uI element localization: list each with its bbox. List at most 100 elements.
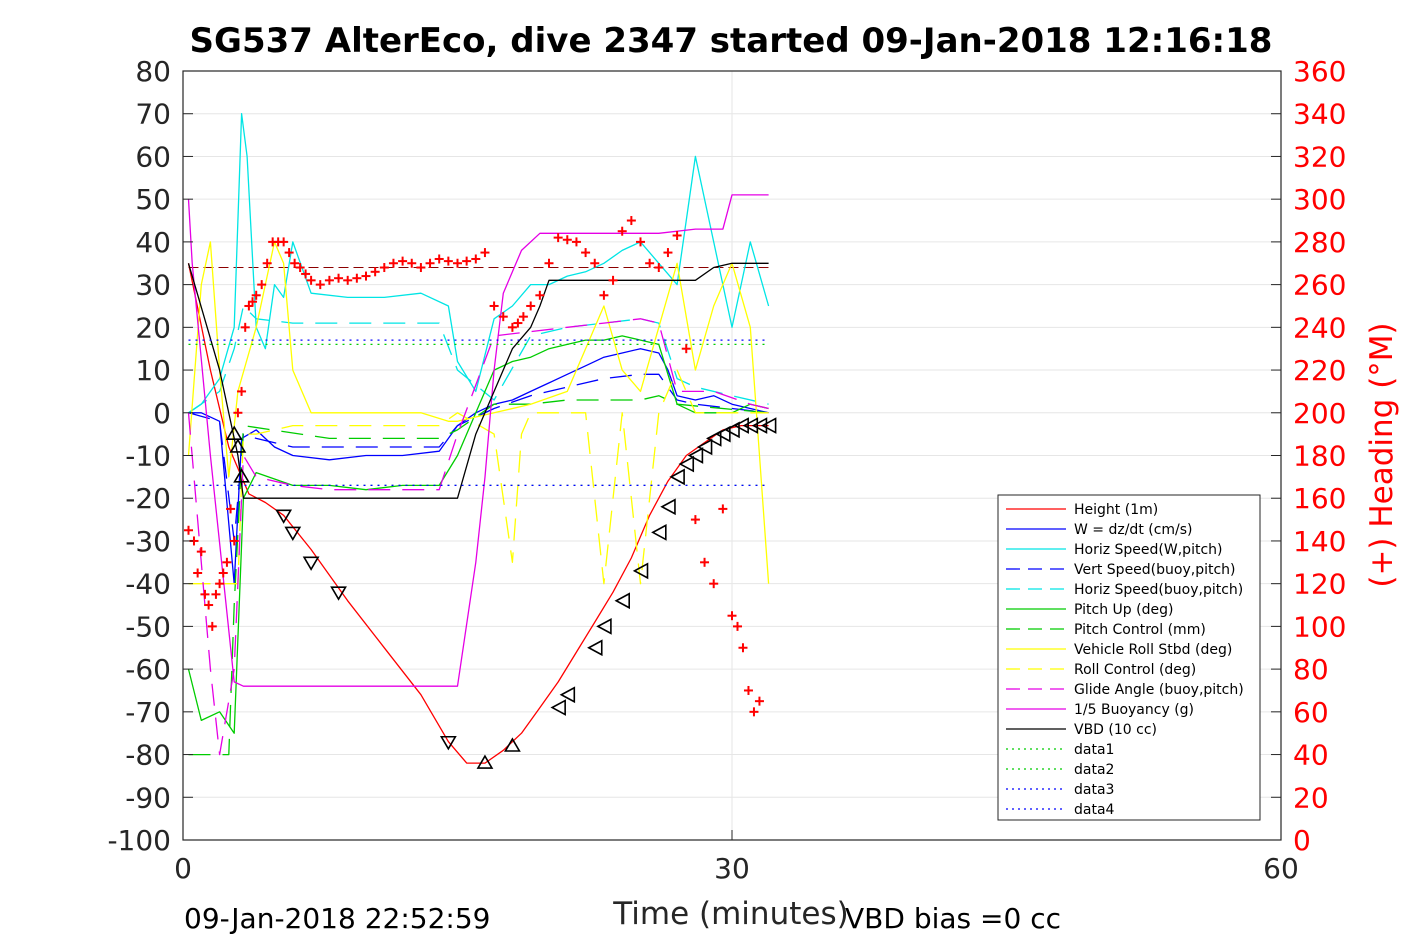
heading-point [233, 408, 243, 418]
heading-point [727, 611, 737, 621]
legend-item: data4 [1006, 802, 1115, 818]
depth-marker [550, 699, 566, 716]
legend-label: data1 [1074, 742, 1114, 758]
heading-point [672, 230, 682, 240]
heading-point [434, 254, 444, 264]
footer-timestamp: 09-Jan-2018 22:52:59 [184, 902, 490, 935]
heading-point [262, 258, 272, 268]
legend-item: Horiz Speed(buoy,pitch) [1006, 582, 1243, 598]
heading-point [590, 258, 600, 268]
legend-item: Vehicle Roll Stbd (deg) [1006, 642, 1232, 658]
depth-marker [760, 417, 777, 434]
heading-point [636, 237, 645, 247]
heading-point [251, 290, 261, 300]
heading-point [379, 263, 389, 273]
legend-label: Pitch Up (deg) [1074, 602, 1173, 618]
heading-point [295, 263, 305, 273]
heading-point [654, 263, 664, 273]
series-line-w-dz-dt-cm-s [188, 348, 769, 585]
heading-point [535, 290, 545, 300]
heading-point [204, 600, 214, 610]
heading-point [462, 256, 472, 266]
legend-item: Glide Angle (buoy,pitch) [1006, 682, 1244, 698]
legend-label: 1/5 Buoyancy (g) [1074, 702, 1194, 718]
legend-label: VBD (10 cc) [1074, 722, 1157, 738]
legend-item: Roll Control (deg) [1006, 662, 1196, 678]
legend-item: Height (1m) [1006, 502, 1158, 518]
depth-marker [696, 438, 713, 456]
y-tick-label-right: 0 [1293, 824, 1311, 857]
y-tick-label-left: -80 [125, 739, 171, 772]
y-tick-label-left: -90 [125, 781, 171, 814]
series-line-pitch-control-mm [188, 395, 769, 756]
heading-point [279, 237, 289, 247]
heading-point [226, 504, 236, 514]
legend-label: W = dz/dt (cm/s) [1074, 522, 1193, 538]
heading-point [324, 275, 334, 285]
y-tick-label-left: 20 [135, 311, 171, 344]
y-tick-label-left: -50 [125, 610, 171, 643]
y-tick-label-right: 220 [1293, 354, 1346, 387]
legend-item: Pitch Up (deg) [1006, 602, 1173, 618]
depth-marker [632, 562, 649, 580]
y-tick-label-right: 360 [1293, 55, 1346, 88]
depth-marker [596, 618, 612, 635]
heading-point [471, 254, 481, 264]
heading-point [617, 226, 627, 236]
depth-marker [751, 417, 768, 434]
heading-point [211, 589, 221, 599]
heading-point [526, 301, 536, 311]
heading-point [562, 235, 572, 245]
legend-item: VBD (10 cc) [1006, 722, 1157, 738]
y-tick-label-left: -40 [125, 568, 171, 601]
y-tick-label-right: 200 [1293, 397, 1346, 430]
legend-label: Roll Control (deg) [1074, 662, 1196, 678]
depth-marker [687, 447, 704, 464]
legend-item: Pitch Control (mm) [1006, 622, 1206, 638]
heading-point [183, 525, 193, 535]
heading-point [343, 275, 353, 285]
y-tick-label-left: 70 [135, 98, 171, 131]
heading-point [571, 237, 581, 247]
heading-point [398, 256, 408, 266]
y-tick-label-right: 340 [1293, 98, 1346, 131]
y-tick-label-right: 80 [1293, 653, 1329, 686]
depth-marker [651, 524, 667, 541]
y-tick-label-right: 160 [1293, 482, 1346, 515]
depth-marker [733, 417, 749, 434]
heading-point [489, 301, 499, 311]
y-axis-label-right: (+) Heading (°M) [1364, 322, 1400, 587]
heading-point [407, 258, 417, 268]
depth-marker [229, 438, 247, 453]
legend-label: data2 [1074, 762, 1114, 778]
y-tick-label-right: 180 [1293, 440, 1346, 473]
legend-item: Horiz Speed(W,pitch) [1006, 542, 1222, 558]
heading-point [240, 322, 250, 332]
heading-point [229, 536, 239, 546]
heading-point [443, 256, 453, 266]
depth-marker [724, 421, 740, 439]
depth-marker [225, 425, 243, 440]
legend-label: data3 [1074, 782, 1114, 798]
heading-point [732, 621, 742, 631]
depth-marker [660, 498, 676, 516]
series-line-horiz-speed-w-pitch [188, 113, 770, 414]
heading-point [352, 273, 362, 283]
legend: Height (1m) W = dz/dt (cm/s) Horiz Speed(W… [997, 494, 1261, 821]
heading-point [193, 568, 203, 578]
series-line-1-5-buoyancy-g [187, 194, 769, 687]
legend-item: data1 [1006, 742, 1114, 758]
heading-point [388, 258, 398, 268]
depth-marker [275, 509, 293, 524]
y-tick-label-left: -30 [125, 525, 171, 558]
heading-point [200, 589, 210, 599]
heading-point [645, 258, 655, 268]
depth-marker [476, 754, 494, 769]
heading-point [599, 290, 609, 300]
series-line-horiz-speed-buoy-pitch [188, 305, 769, 414]
y-tick-label-left: -10 [125, 440, 171, 473]
heading-point [743, 685, 753, 695]
heading-point [222, 557, 232, 567]
heading-point [425, 258, 435, 268]
